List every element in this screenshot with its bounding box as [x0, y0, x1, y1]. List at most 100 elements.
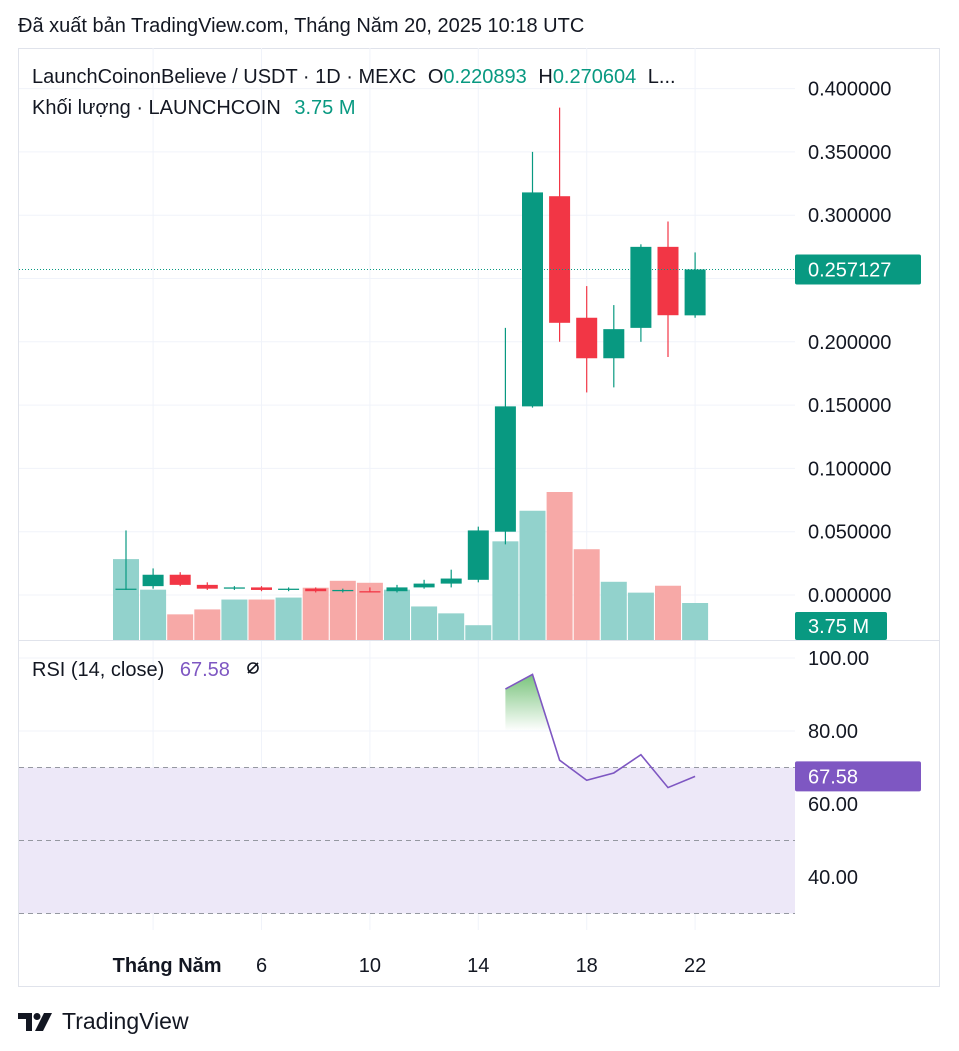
volume-bar: [275, 597, 302, 640]
candle: [332, 588, 354, 593]
candle: [494, 327, 516, 545]
candle: [386, 584, 408, 593]
rsi-polyline: [505, 673, 696, 789]
volume-bar: [465, 625, 492, 640]
volume-bar: [167, 614, 194, 640]
price-tick-label: 0.000000: [808, 585, 891, 607]
price-tick-label: 0.200000: [808, 332, 891, 354]
price-axis: 0.400000 0.350000 0.300000 0.200000 0.150000…: [808, 79, 891, 889]
rsi-badge-bg: [795, 761, 921, 792]
candle-body: [223, 587, 245, 589]
volume-legend[interactable]: Khối lượng · LAUNCHCOIN 3.75 M: [32, 97, 356, 120]
candle: [522, 151, 543, 408]
tradingview-logo-icon: [18, 1012, 52, 1031]
time-axis: Tháng Năm 6 10 14 18 22: [113, 955, 707, 977]
price-tick-label: 0.150000: [808, 395, 891, 417]
candle: [169, 572, 191, 587]
price-tick-label: 0.400000: [808, 79, 891, 101]
candle: [413, 579, 435, 589]
published-caption: Đã xuất bản TradingView.com, Tháng Năm 2…: [18, 15, 585, 37]
volume-bar: [438, 613, 465, 640]
candles: [115, 107, 706, 593]
price-tick-label: 0.100000: [808, 458, 891, 480]
candle-body: [332, 589, 354, 592]
candle-body: [359, 591, 381, 593]
volume-bar: [411, 606, 438, 640]
symbol-legend[interactable]: LaunchCoinonBelieve / USDT · 1D · MEXC O…: [32, 66, 676, 89]
time-tick-label: Tháng Năm: [113, 955, 222, 977]
volume-bar: [682, 603, 709, 640]
last-price-badge: 0.257127: [795, 254, 921, 285]
candle-body: [576, 317, 598, 359]
volume-bar: [140, 589, 167, 640]
rsi-badge-text: 67.58: [808, 766, 858, 788]
rsi-value: 67.58: [179, 659, 230, 681]
volume-value: 3.75 M: [294, 97, 356, 119]
candle-body: [630, 246, 652, 328]
candle-body: [603, 329, 625, 359]
rsi-tick-label: 80.00: [808, 721, 858, 743]
candle-body: [440, 578, 462, 584]
volume-bar: [546, 492, 573, 640]
tradingview-logo[interactable]: TradingView: [18, 1008, 189, 1035]
high-label: H: [538, 66, 553, 88]
candle-body: [522, 192, 543, 407]
candle: [251, 586, 272, 592]
rsi-legend[interactable]: RSI (14, close) 67.58: [32, 659, 261, 682]
volume-badge-bg: [795, 612, 887, 640]
candle: [630, 244, 652, 342]
candle: [359, 587, 381, 593]
open-label: O: [427, 66, 444, 88]
candle: [278, 587, 300, 592]
candle: [467, 526, 489, 583]
price-tick-label: 0.050000: [808, 522, 891, 544]
rsi-band-lines: [19, 767, 795, 914]
candle-body: [196, 584, 218, 589]
rsi-badge: 67.58: [795, 761, 921, 792]
candle: [603, 305, 625, 388]
volume-label: Khối lượng · LAUNCHCOIN: [32, 97, 281, 119]
candle: [657, 221, 679, 357]
legend-more: L...: [647, 66, 676, 88]
high-value: 0.270604: [552, 66, 637, 88]
rsi-tick-label: 40.00: [808, 867, 858, 889]
rsi-tick-label: 100.00: [808, 648, 869, 670]
volume-bar: [627, 592, 654, 640]
time-tick-label: 22: [684, 955, 706, 977]
candle-body: [278, 588, 300, 590]
candle-body: [386, 587, 408, 592]
volume-bar: [655, 585, 681, 640]
rsi-overbought-fill: [505, 674, 551, 731]
last-price-badge-bg: [795, 254, 921, 285]
volume-bar: [221, 599, 248, 640]
candle: [196, 582, 218, 590]
rsi-label: RSI (14, close): [32, 659, 165, 681]
rsi-tick-label: 60.00: [808, 794, 858, 816]
candle-body: [305, 588, 327, 592]
price-tick-label: 0.300000: [808, 205, 891, 227]
candle-body: [549, 196, 571, 323]
candle-body: [494, 406, 516, 532]
volume-bars: [113, 492, 709, 640]
candle-body: [413, 583, 435, 588]
volume-bar: [248, 599, 275, 640]
volume-bar: [573, 549, 600, 640]
volume-badge: 3.75 M: [795, 612, 887, 640]
volume-badge-text: 3.75 M: [808, 616, 869, 638]
time-tick-label: 14: [467, 955, 489, 977]
candle-body: [684, 269, 706, 316]
time-tick-label: 6: [256, 955, 267, 977]
chart-frame: [18, 48, 940, 987]
volume-bar: [302, 587, 329, 640]
brand-name: TradingView: [62, 1008, 189, 1034]
candle: [115, 530, 137, 590]
time-tick-label: 18: [576, 955, 598, 977]
candle-body: [467, 530, 489, 580]
eye-slash-icon[interactable]: [245, 659, 261, 682]
open-value: 0.220893: [443, 66, 527, 88]
candle-body: [251, 587, 272, 590]
candle: [142, 568, 164, 589]
candle-body: [657, 246, 679, 316]
candle: [684, 252, 706, 318]
